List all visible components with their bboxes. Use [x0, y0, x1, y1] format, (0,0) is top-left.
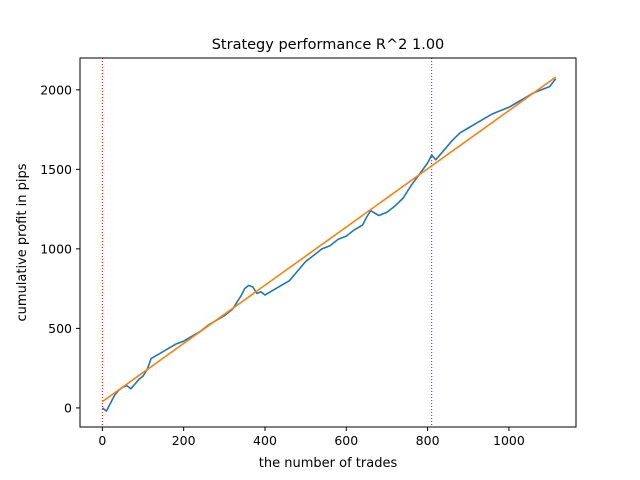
x-tick-label: 800: [416, 433, 440, 448]
y-tick-label: 1500: [40, 162, 72, 177]
y-tick-label: 500: [48, 321, 72, 336]
x-tick-label: 600: [334, 433, 358, 448]
y-tick-label: 0: [64, 400, 72, 415]
plot-content: [101, 58, 557, 427]
y-axis-label: cumulative profit in pips: [15, 163, 30, 321]
y-tick-label: 1000: [40, 241, 72, 256]
y-tick-label: 2000: [40, 82, 72, 97]
x-tick-label: 200: [172, 433, 196, 448]
plot-frame: [79, 57, 577, 428]
x-tick-label: 0: [98, 433, 106, 448]
axes: 0 200 400 600 800 1000 0 500 1000 1500 2000: [40, 82, 525, 448]
series-line-1: [101, 76, 557, 403]
series-line-0: [101, 78, 557, 412]
x-tick-label: 400: [253, 433, 277, 448]
chart-title: Strategy performance R^2 1.00: [212, 37, 445, 53]
x-axis-label: the number of trades: [259, 456, 398, 471]
x-tick-label: 1000: [493, 433, 525, 448]
